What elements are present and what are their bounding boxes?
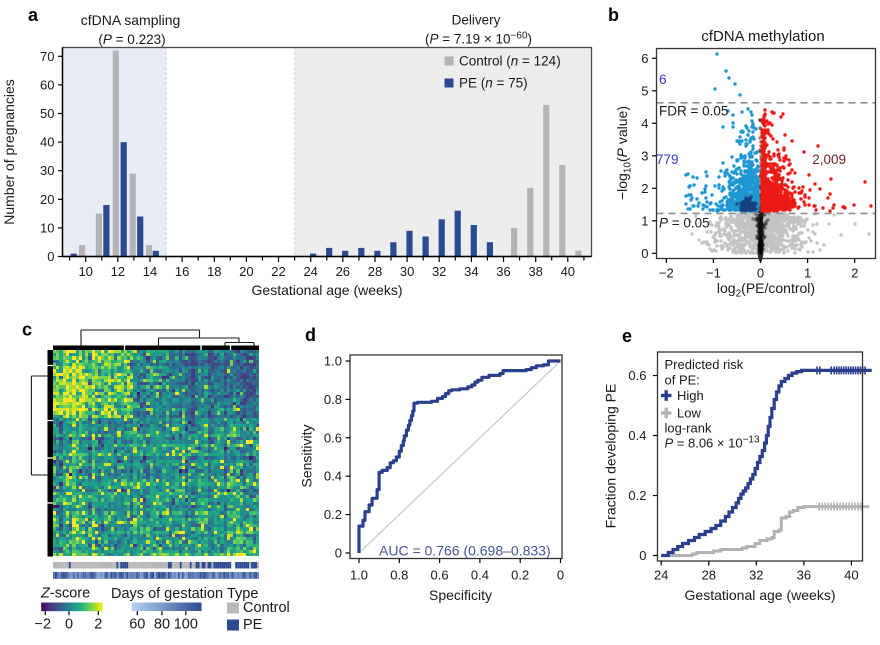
svg-text:12: 12: [111, 264, 125, 279]
svg-text:36: 36: [496, 264, 510, 279]
svg-text:(P = 7.19 × 10−60): (P = 7.19 × 10−60): [425, 31, 532, 47]
svg-text:16: 16: [175, 264, 189, 279]
svg-text:0: 0: [757, 266, 764, 281]
svg-text:cfDNA methylation: cfDNA methylation: [701, 28, 824, 45]
svg-text:34: 34: [464, 264, 478, 279]
svg-text:26: 26: [336, 264, 350, 279]
svg-text:P = 0.05: P = 0.05: [659, 216, 710, 231]
svg-text:Delivery: Delivery: [452, 13, 501, 28]
svg-text:70: 70: [40, 49, 54, 64]
svg-text:779: 779: [656, 152, 679, 167]
svg-text:2,009: 2,009: [812, 152, 846, 167]
svg-text:18: 18: [207, 264, 221, 279]
svg-text:40: 40: [561, 264, 575, 279]
svg-text:log2(PE/control): log2(PE/control): [717, 280, 815, 300]
svg-text:4: 4: [641, 116, 648, 131]
svg-text:32: 32: [432, 264, 446, 279]
svg-text:10: 10: [40, 220, 54, 235]
svg-text:0: 0: [641, 246, 648, 261]
svg-text:(P = 0.223): (P = 0.223): [98, 32, 165, 47]
svg-text:6: 6: [659, 72, 667, 87]
svg-text:b: b: [608, 5, 619, 25]
svg-text:1: 1: [804, 266, 811, 281]
svg-text:1: 1: [641, 213, 648, 228]
svg-text:3: 3: [641, 148, 648, 163]
svg-text:2: 2: [641, 181, 648, 196]
svg-text:60: 60: [40, 77, 54, 92]
svg-text:22: 22: [271, 264, 285, 279]
svg-text:Gestational age (weeks): Gestational age (weeks): [252, 282, 403, 298]
svg-text:6: 6: [641, 51, 648, 66]
svg-text:Control (n = 124): Control (n = 124): [459, 54, 561, 69]
svg-text:20: 20: [239, 264, 253, 279]
svg-text:−1: −1: [706, 266, 721, 281]
svg-text:PE (n = 75): PE (n = 75): [459, 76, 528, 91]
svg-text:14: 14: [143, 264, 157, 279]
svg-text:38: 38: [528, 264, 542, 279]
svg-text:a: a: [28, 5, 39, 25]
svg-text:24: 24: [303, 264, 317, 279]
svg-text:FDR = 0.05: FDR = 0.05: [659, 104, 728, 119]
svg-text:0: 0: [47, 249, 54, 264]
svg-text:cfDNA sampling: cfDNA sampling: [81, 12, 181, 28]
svg-text:40: 40: [40, 135, 54, 150]
svg-text:50: 50: [40, 106, 54, 121]
svg-text:2: 2: [851, 266, 858, 281]
svg-text:−log10(P value): −log10(P value): [614, 106, 634, 200]
svg-text:28: 28: [368, 264, 382, 279]
svg-text:−2: −2: [659, 266, 674, 281]
svg-text:20: 20: [40, 192, 54, 207]
svg-text:Number of pregnancies: Number of pregnancies: [1, 79, 17, 225]
svg-text:30: 30: [400, 264, 414, 279]
svg-text:5: 5: [641, 83, 648, 98]
svg-text:10: 10: [78, 264, 92, 279]
svg-text:30: 30: [40, 163, 54, 178]
svg-text:c: c: [22, 320, 32, 340]
